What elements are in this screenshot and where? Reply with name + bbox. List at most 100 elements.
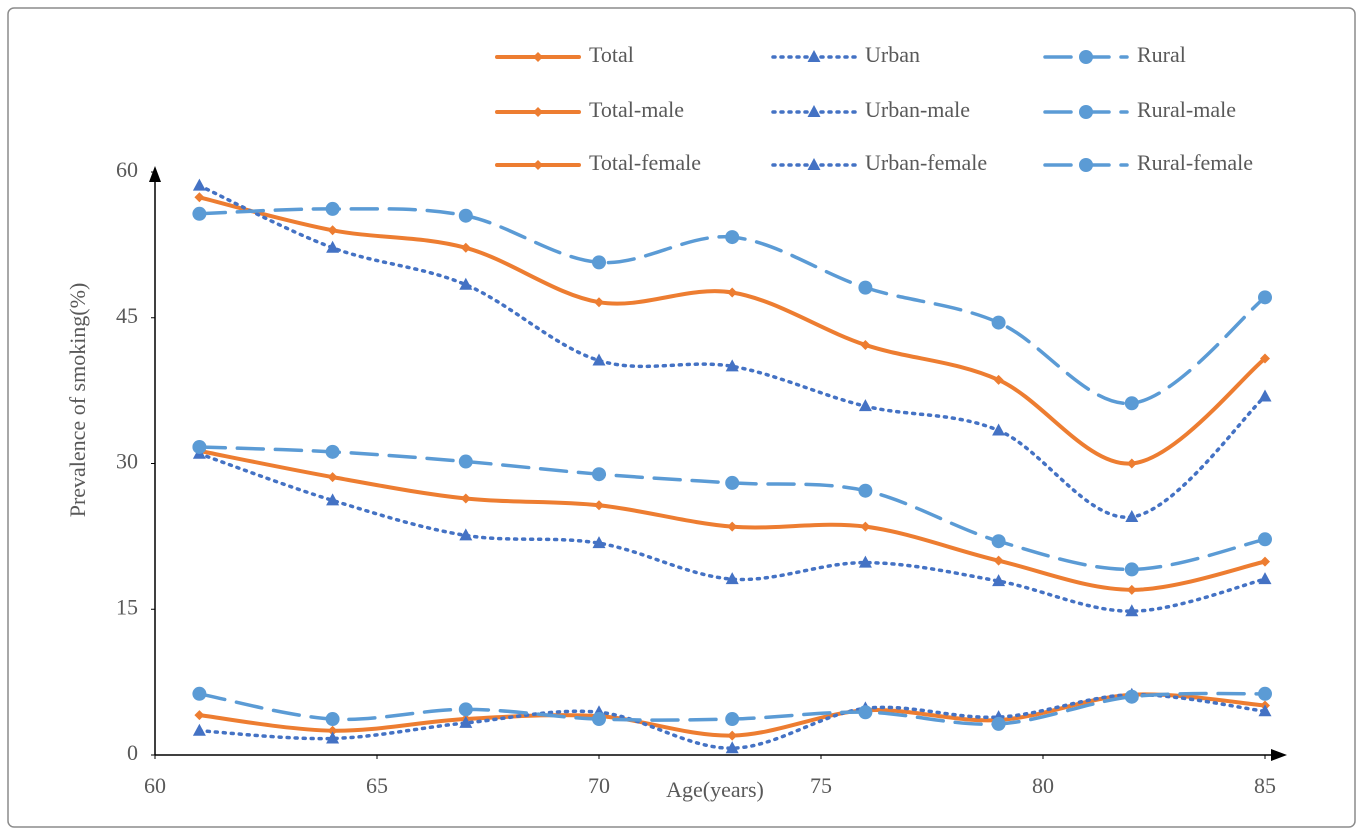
marker bbox=[1125, 604, 1139, 617]
marker bbox=[1124, 396, 1139, 411]
legend-label: Total bbox=[589, 42, 634, 67]
marker bbox=[1125, 509, 1139, 522]
x-tick-label: 70 bbox=[588, 773, 610, 798]
marker bbox=[725, 230, 740, 245]
marker bbox=[327, 225, 338, 236]
marker bbox=[725, 359, 739, 372]
marker bbox=[727, 730, 738, 741]
legend-label: Urban-male bbox=[865, 97, 970, 122]
marker bbox=[592, 536, 606, 549]
legend-label: Total-male bbox=[589, 97, 684, 122]
marker bbox=[325, 444, 340, 459]
marker bbox=[725, 741, 739, 754]
marker bbox=[807, 105, 821, 117]
y-axis-label: Prevalence of smoking(%) bbox=[65, 283, 90, 518]
legend-label: Urban bbox=[865, 42, 920, 67]
y-tick-label: 15 bbox=[116, 594, 138, 619]
marker bbox=[594, 500, 604, 511]
marker bbox=[592, 712, 606, 727]
marker bbox=[1079, 158, 1093, 172]
marker bbox=[327, 472, 338, 483]
marker bbox=[192, 178, 206, 191]
x-tick-label: 75 bbox=[810, 773, 832, 798]
x-tick-label: 85 bbox=[1254, 773, 1276, 798]
marker bbox=[325, 712, 340, 727]
marker bbox=[194, 710, 205, 721]
x-tick-label: 80 bbox=[1032, 773, 1054, 798]
marker bbox=[1124, 562, 1139, 577]
marker bbox=[1258, 686, 1272, 701]
marker bbox=[326, 240, 340, 253]
marker bbox=[533, 107, 543, 117]
marker bbox=[192, 686, 207, 701]
marker bbox=[594, 297, 604, 308]
legend-label: Rural-female bbox=[1137, 150, 1253, 175]
marker bbox=[458, 454, 473, 469]
marker bbox=[858, 280, 873, 295]
marker bbox=[458, 208, 473, 223]
marker bbox=[725, 475, 740, 490]
marker bbox=[860, 521, 871, 532]
legend-label: Urban-female bbox=[865, 150, 987, 175]
series-line bbox=[197, 195, 1267, 466]
marker bbox=[1258, 532, 1272, 547]
marker bbox=[993, 555, 1004, 566]
marker bbox=[725, 572, 739, 585]
marker bbox=[858, 483, 873, 498]
marker bbox=[592, 353, 606, 366]
marker bbox=[192, 723, 206, 736]
marker bbox=[459, 277, 473, 290]
marker bbox=[1258, 389, 1272, 402]
marker bbox=[459, 715, 473, 728]
marker bbox=[1126, 584, 1137, 595]
marker bbox=[1079, 105, 1093, 119]
x-axis-arrow bbox=[1271, 749, 1287, 761]
marker bbox=[1260, 556, 1270, 567]
marker bbox=[533, 52, 543, 62]
y-tick-label: 45 bbox=[116, 303, 138, 328]
legend-label: Total-female bbox=[589, 150, 701, 175]
x-axis-label: Age(years) bbox=[666, 777, 764, 802]
y-tick-label: 30 bbox=[116, 449, 138, 474]
marker bbox=[192, 206, 207, 221]
marker bbox=[460, 242, 471, 253]
x-tick-label: 60 bbox=[144, 773, 166, 798]
marker bbox=[858, 399, 872, 412]
marker bbox=[858, 555, 872, 568]
legend-label: Rural bbox=[1137, 42, 1186, 67]
marker bbox=[458, 702, 473, 717]
marker bbox=[459, 528, 473, 541]
series-line bbox=[197, 183, 1267, 519]
marker bbox=[460, 493, 471, 504]
marker bbox=[592, 255, 606, 270]
marker bbox=[807, 50, 821, 62]
marker bbox=[1124, 689, 1139, 704]
marker bbox=[727, 521, 738, 532]
frame bbox=[7, 7, 1356, 828]
y-axis-arrow bbox=[149, 166, 161, 182]
marker bbox=[1126, 458, 1137, 469]
marker bbox=[1258, 704, 1272, 717]
marker bbox=[592, 467, 606, 482]
marker bbox=[194, 192, 205, 203]
marker bbox=[1079, 50, 1093, 64]
marker bbox=[807, 158, 821, 170]
marker bbox=[327, 725, 338, 736]
marker bbox=[991, 315, 1006, 330]
marker bbox=[725, 712, 740, 727]
marker bbox=[993, 374, 1004, 385]
marker bbox=[992, 423, 1006, 436]
y-tick-label: 60 bbox=[116, 157, 138, 182]
marker bbox=[1258, 290, 1272, 305]
x-tick-label: 65 bbox=[366, 773, 388, 798]
marker bbox=[727, 287, 738, 298]
series-line bbox=[197, 693, 1267, 750]
marker bbox=[326, 493, 340, 506]
y-tick-label: 0 bbox=[127, 740, 138, 765]
legend-label: Rural-male bbox=[1137, 97, 1236, 122]
marker bbox=[991, 716, 1006, 731]
marker bbox=[325, 201, 340, 216]
marker bbox=[858, 705, 873, 720]
marker bbox=[992, 574, 1006, 587]
